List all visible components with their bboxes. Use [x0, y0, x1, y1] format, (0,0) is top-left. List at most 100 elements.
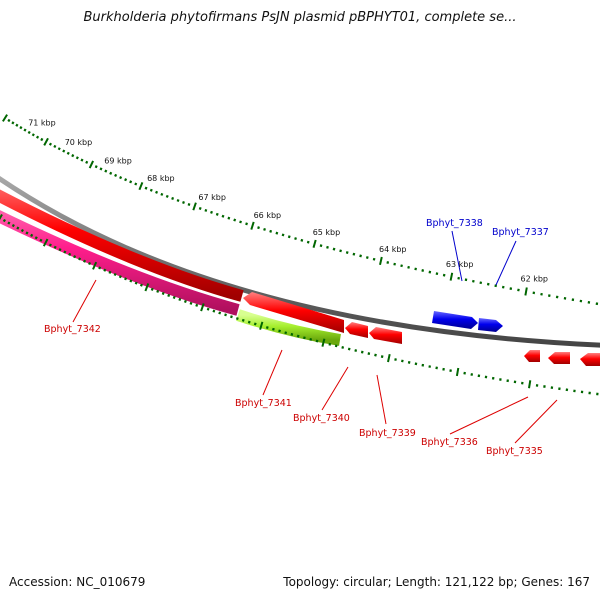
outer-ring-minor-tick	[155, 190, 159, 194]
outer-ring-minor-tick	[294, 237, 297, 241]
outer-ring-minor-tick	[165, 194, 169, 198]
outer-ring-minor-tick	[40, 137, 44, 142]
inner-ring-minor-tick	[118, 275, 122, 279]
outer-ring-minor-tick	[94, 165, 98, 169]
label-bphyt-7338[interactable]: Bphyt_7338	[426, 218, 483, 229]
outer-ring-major-tick	[524, 287, 528, 296]
inner-ring-minor-tick	[150, 287, 154, 291]
inner-ring-minor-tick	[218, 311, 222, 315]
gene-bphyt-7339-arrow-a[interactable]	[345, 322, 368, 338]
outer-ring-minor-tick	[407, 265, 410, 269]
outer-ring-minor-tick	[517, 288, 520, 292]
inner-ring-minor-tick	[63, 250, 67, 254]
inner-ring-minor-tick	[241, 318, 245, 322]
gene-bphyt-7337-arrow[interactable]	[478, 318, 503, 332]
inner-ring-minor-tick	[88, 261, 92, 266]
outer-ring-minor-tick	[23, 128, 27, 132]
outer-ring-minor-tick	[119, 176, 123, 180]
label-bphyt-7340[interactable]: Bphyt_7340	[293, 413, 350, 424]
gene-bphyt-7339-arrow-b[interactable]	[369, 327, 402, 344]
label-bphyt-7341[interactable]: Bphyt_7341	[235, 398, 292, 409]
outer-ring-major-tick	[449, 272, 454, 281]
outer-ring-minor-tick	[15, 123, 19, 127]
inner-ring-minor-tick	[2, 218, 6, 223]
inner-ring-minor-tick	[278, 329, 281, 333]
kbp-label: 68 kbp	[147, 174, 175, 183]
inner-ring-minor-tick	[30, 233, 34, 237]
outer-ring-minor-tick	[210, 210, 213, 214]
gene-bphyt-7341-feature[interactable]	[236, 309, 341, 346]
inner-ring-minor-tick	[34, 236, 38, 240]
outer-ring-minor-tick	[227, 216, 231, 220]
gene-bphyt-7335-arrow[interactable]	[548, 352, 570, 364]
gene-bphyt-7340-arrow[interactable]	[243, 292, 344, 333]
outer-ring-major-tick	[312, 239, 317, 248]
outer-ring-minor-tick	[306, 240, 310, 244]
outer-ring-minor-tick	[99, 167, 103, 171]
label-bphyt-7336[interactable]: Bphyt_7336	[421, 437, 478, 448]
outer-ring-minor-tick	[300, 238, 304, 242]
inner-ring-minor-tick	[367, 352, 371, 356]
inner-ring-minor-tick	[435, 366, 438, 370]
outer-ring-minor-tick	[281, 233, 285, 237]
outer-ring-minor-tick	[187, 203, 191, 206]
outer-ring-minor-tick	[31, 133, 35, 137]
kbp-label: 62 kbp	[521, 274, 549, 283]
inner-ring-minor-tick	[253, 322, 257, 326]
outer-ring-minor-tick	[365, 256, 369, 259]
outer-ring-minor-tick	[215, 212, 219, 216]
gene-forward-long[interactable]	[0, 175, 244, 302]
outer-ring-minor-tick	[27, 130, 31, 135]
outer-ring-minor-tick	[124, 178, 128, 182]
inner-ring-minor-tick	[272, 327, 275, 331]
inner-ring-minor-tick	[334, 344, 338, 348]
outer-ring-major-tick	[2, 114, 8, 122]
outer-ring-minor-tick	[263, 227, 266, 231]
outer-ring-major-tick	[88, 160, 95, 169]
label-bphyt-7342[interactable]: Bphyt_7342	[44, 324, 101, 335]
outer-ring-minor-tick	[75, 156, 79, 160]
gene-bphyt-7336-arrow[interactable]	[524, 350, 540, 362]
inner-ring-major-tick	[92, 261, 98, 270]
outer-ring-minor-tick	[36, 135, 40, 139]
outer-ring-minor-tick	[435, 272, 439, 276]
leader-bphyt-7340	[321, 366, 349, 411]
outer-ring-minor-tick	[80, 158, 84, 162]
outer-ring-minor-tick	[486, 282, 490, 286]
outer-ring-minor-tick	[457, 276, 460, 280]
outer-ring-minor-tick	[326, 245, 329, 249]
inner-ring-minor-tick	[25, 231, 29, 235]
inner-ring-minor-tick	[401, 359, 404, 363]
inner-ring-minor-tick	[341, 346, 345, 349]
outer-ring-minor-tick	[109, 171, 113, 175]
outer-ring-minor-tick	[62, 149, 66, 153]
label-bphyt-7335[interactable]: Bphyt_7335	[486, 446, 543, 457]
inner-ring-minor-tick	[265, 326, 269, 329]
inner-ring-minor-tick	[407, 360, 411, 364]
outer-ring-minor-tick	[114, 173, 118, 177]
outer-ring-minor-tick	[275, 231, 279, 235]
label-bphyt-7339[interactable]: Bphyt_7339	[359, 428, 416, 439]
gene-bphyt-7338-arrow[interactable]	[432, 311, 478, 329]
outer-ring-minor-tick	[400, 264, 403, 268]
outer-ring-minor-tick	[7, 118, 11, 123]
outer-ring-minor-tick	[339, 249, 342, 253]
label-bphyt-7337[interactable]: Bphyt_7337	[492, 227, 549, 238]
outer-ring-minor-tick	[428, 270, 432, 274]
kbp-label: 63 kbp	[446, 260, 474, 269]
inner-ring-minor-tick	[328, 342, 332, 346]
leader-bphyt-7341	[262, 349, 283, 396]
inner-ring-minor-tick	[347, 347, 351, 351]
kbp-label: 67 kbp	[198, 193, 226, 202]
inner-ring-minor-tick	[230, 315, 233, 319]
inner-ring-minor-tick	[315, 339, 319, 343]
inner-ring-major-tick	[144, 283, 150, 292]
gene-right-edge-arrow[interactable]	[580, 353, 600, 366]
inner-ring-minor-tick	[124, 277, 128, 281]
inner-ring-minor-tick	[103, 268, 107, 272]
outer-ring-major-tick	[192, 202, 197, 211]
outer-ring-minor-tick	[345, 251, 349, 254]
inner-ring-minor-tick	[39, 238, 43, 242]
inner-tick-ring	[0, 214, 599, 396]
inner-ring-minor-tick	[360, 350, 364, 354]
